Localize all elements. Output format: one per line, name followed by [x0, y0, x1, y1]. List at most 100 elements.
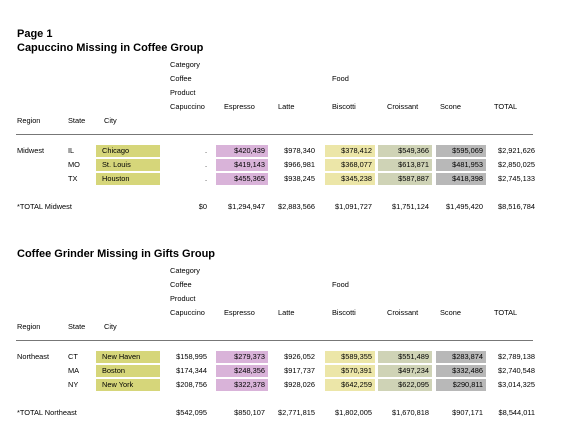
- state-cell: MA: [68, 366, 80, 375]
- row-header-city: City: [104, 116, 117, 125]
- total-label: *TOTAL Northeast: [17, 408, 77, 417]
- state-cell: NY: [68, 380, 79, 389]
- column-header: Capuccino: [170, 102, 205, 111]
- dimension-label: Coffee: [170, 280, 192, 289]
- row-header-region: Region: [17, 116, 41, 125]
- value-cell: $418,398: [436, 173, 486, 185]
- value-cell: $3,014,325: [498, 380, 535, 389]
- total-value-cell: $1,670,818: [392, 408, 429, 417]
- row-header-region: Region: [17, 322, 41, 331]
- total-value-cell: $8,516,784: [498, 202, 535, 211]
- value-cell: $174,344: [176, 366, 207, 375]
- column-header: Espresso: [224, 102, 255, 111]
- column-header: Scone: [440, 308, 461, 317]
- row-header-state: State: [68, 116, 86, 125]
- column-header: Croissant: [387, 102, 419, 111]
- group-label-food: Food: [332, 280, 349, 289]
- total-value-cell: $1,802,005: [335, 408, 372, 417]
- value-cell: $419,143: [216, 159, 268, 171]
- dimension-label: Product: [170, 294, 196, 303]
- total-value-cell: $907,171: [452, 408, 483, 417]
- value-cell: $290,811: [436, 379, 486, 391]
- total-value-cell: $542,095: [176, 408, 207, 417]
- value-cell: .: [204, 146, 207, 155]
- column-header: TOTAL: [494, 308, 518, 317]
- value-cell: $455,365: [216, 173, 268, 185]
- value-cell: $248,356: [216, 365, 268, 377]
- value-cell: $345,238: [325, 173, 375, 185]
- total-value-cell: $1,751,124: [392, 202, 429, 211]
- value-cell: $966,981: [284, 160, 315, 169]
- state-cell: IL: [68, 146, 75, 155]
- value-cell: $2,789,138: [498, 352, 535, 361]
- column-header: Capuccino: [170, 308, 205, 317]
- value-cell: $622,095: [378, 379, 432, 391]
- value-cell: $613,871: [378, 159, 432, 171]
- state-cell: CT: [68, 352, 78, 361]
- value-cell: $332,486: [436, 365, 486, 377]
- total-value-cell: $1,294,947: [228, 202, 265, 211]
- dimension-label: Coffee: [170, 74, 192, 83]
- value-cell: $2,745,133: [498, 174, 535, 183]
- value-cell: $978,340: [284, 146, 315, 155]
- value-cell: .: [204, 160, 207, 169]
- header-divider: [16, 134, 533, 135]
- dimension-label: Category: [170, 60, 200, 69]
- column-header: TOTAL: [494, 102, 518, 111]
- row-header-city: City: [104, 322, 117, 331]
- column-header: Latte: [278, 102, 295, 111]
- value-cell: $917,737: [284, 366, 315, 375]
- value-cell: $420,439: [216, 145, 268, 157]
- value-cell: $279,373: [216, 351, 268, 363]
- value-cell: $938,245: [284, 174, 315, 183]
- value-cell: $570,391: [325, 365, 375, 377]
- value-cell: $158,995: [176, 352, 207, 361]
- total-value-cell: $8,544,011: [498, 408, 535, 417]
- dimension-label: Product: [170, 88, 196, 97]
- value-cell: $322,378: [216, 379, 268, 391]
- state-cell: TX: [68, 174, 78, 183]
- value-cell: $549,366: [378, 145, 432, 157]
- value-cell: $551,489: [378, 351, 432, 363]
- value-cell: $378,412: [325, 145, 375, 157]
- state-cell: MO: [68, 160, 80, 169]
- value-cell: $589,355: [325, 351, 375, 363]
- value-cell: $481,953: [436, 159, 486, 171]
- value-cell: $283,874: [436, 351, 486, 363]
- value-cell: $2,921,626: [498, 146, 535, 155]
- city-cell: New York: [96, 379, 160, 391]
- value-cell: $497,234: [378, 365, 432, 377]
- value-cell: $2,850,025: [498, 160, 535, 169]
- total-value-cell: $2,883,566: [278, 202, 315, 211]
- total-value-cell: $0: [198, 202, 207, 211]
- value-cell: $926,052: [284, 352, 315, 361]
- column-header: Latte: [278, 308, 295, 317]
- city-cell: Chicago: [96, 145, 160, 157]
- region-cell: Northeast: [17, 352, 50, 361]
- column-header: Biscotti: [332, 308, 356, 317]
- total-value-cell: $2,771,815: [278, 408, 315, 417]
- total-value-cell: $850,107: [234, 408, 265, 417]
- section-title: Capuccino Missing in Coffee Group: [17, 42, 204, 54]
- value-cell: $642,259: [325, 379, 375, 391]
- value-cell: $587,887: [378, 173, 432, 185]
- group-label-food: Food: [332, 74, 349, 83]
- value-cell: $595,069: [436, 145, 486, 157]
- section-title: Coffee Grinder Missing in Gifts Group: [17, 248, 216, 260]
- total-value-cell: $1,091,727: [335, 202, 372, 211]
- column-header: Biscotti: [332, 102, 356, 111]
- region-cell: Midwest: [17, 146, 45, 155]
- city-cell: St. Louis: [96, 159, 160, 171]
- value-cell: $208,756: [176, 380, 207, 389]
- column-header: Croissant: [387, 308, 419, 317]
- page-label: Page 1: [17, 28, 53, 40]
- dimension-label: Category: [170, 266, 200, 275]
- city-cell: Houston: [96, 173, 160, 185]
- total-label: *TOTAL Midwest: [17, 202, 72, 211]
- city-cell: Boston: [96, 365, 160, 377]
- value-cell: $2,740,548: [498, 366, 535, 375]
- row-header-state: State: [68, 322, 86, 331]
- header-divider: [16, 340, 533, 341]
- value-cell: $928,026: [284, 380, 315, 389]
- value-cell: $368,077: [325, 159, 375, 171]
